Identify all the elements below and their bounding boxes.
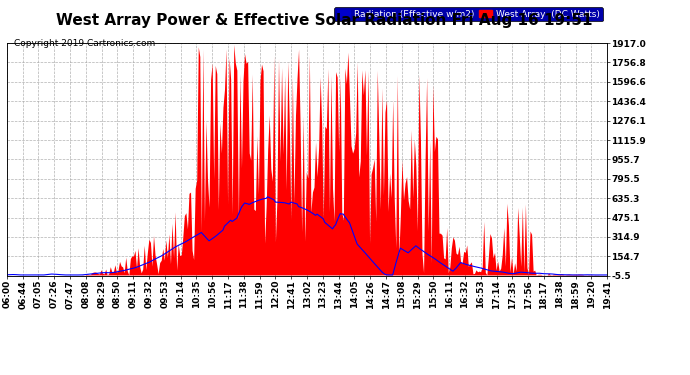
Text: West Array Power & Effective Solar Radiation Fri Aug 16 19:51: West Array Power & Effective Solar Radia… (56, 13, 593, 28)
Text: Copyright 2019 Cartronics.com: Copyright 2019 Cartronics.com (14, 39, 155, 48)
Legend: Radiation (Effective w/m2), West Array  (DC Watts): Radiation (Effective w/m2), West Array (… (334, 7, 602, 21)
